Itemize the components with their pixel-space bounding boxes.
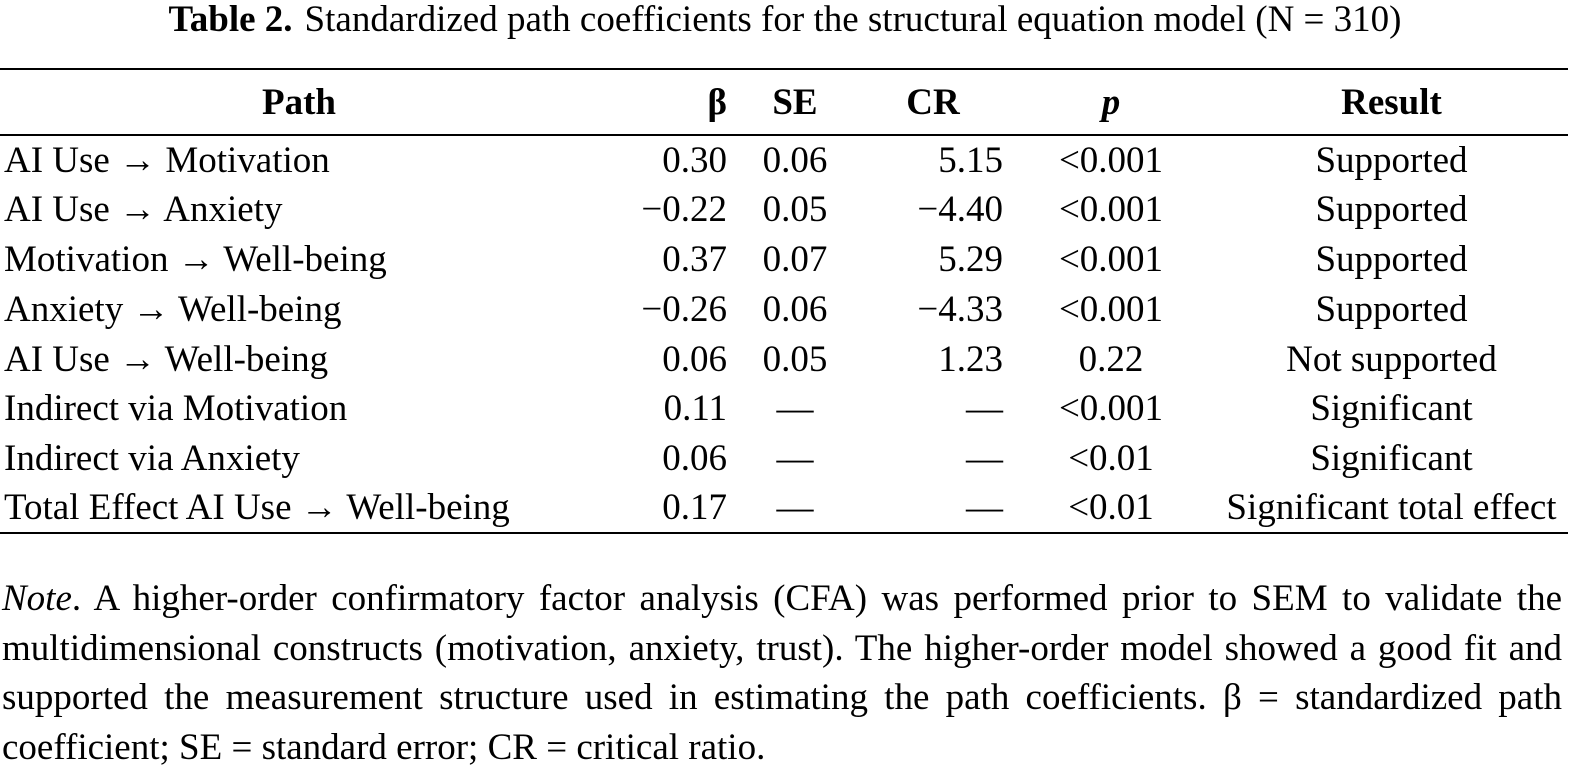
cell-p: <0.01 (1007, 483, 1215, 535)
cell-cr: — (859, 483, 1007, 535)
cell-cr: −4.40 (917, 189, 1003, 231)
cell-result: Supported (1315, 238, 1468, 280)
cell-beta: 0.30 (662, 139, 727, 181)
cell-p-value: 0.22 (1078, 338, 1144, 380)
table-row: Indirect via Motivation 0.11 — — <0.001 … (0, 384, 1568, 434)
cell-beta: −0.26 (641, 288, 727, 330)
cell-beta: −0.22 (641, 189, 727, 231)
cell-se: — (776, 388, 814, 430)
cell-path: AI Use → Anxiety (4, 189, 283, 231)
cell-cr: 5.29 (938, 238, 1003, 280)
cell-result: Supported (1315, 139, 1468, 181)
table-note: Note. A higher-order confirmatory factor… (2, 574, 1562, 772)
cell-se: — (776, 438, 814, 480)
cell-cr: — (966, 388, 1003, 430)
cell-result: Significant (1310, 438, 1473, 480)
note-label: Note (2, 578, 72, 619)
cell-cr: — (966, 438, 1003, 480)
cell-cr: 5.15 (938, 139, 1003, 181)
cell-p-value: <0.01 (1068, 487, 1154, 529)
cell-p-value: <0.001 (1058, 388, 1164, 430)
cell-p: <0.001 (1007, 235, 1215, 285)
cell-path: Total Effect AI Use → Well-being (0, 483, 598, 535)
cell-p-value: <0.001 (1058, 238, 1164, 280)
cell-p: <0.001 (1007, 135, 1215, 185)
cell-se: — (731, 483, 859, 535)
table-row: Total Effect AI Use → Well-being 0.17 — … (0, 483, 1568, 535)
cell-cr: 1.23 (938, 338, 1003, 380)
cell-se: 0.06 (762, 139, 828, 181)
table-row: Anxiety → Well-being −0.26 0.06 −4.33 <0… (0, 284, 1568, 334)
cell-path: Motivation → Well-being (4, 238, 387, 280)
table-row: AI Use → Motivation 0.30 0.06 5.15 <0.00… (0, 135, 1568, 185)
cell-se: 0.06 (762, 288, 828, 330)
cell-cr: −4.33 (917, 288, 1003, 330)
table-row: Motivation → Well-being 0.37 0.07 5.29 <… (0, 235, 1568, 285)
cell-p: <0.001 (1007, 185, 1215, 235)
cell-path: Anxiety → Well-being (4, 288, 342, 330)
header-cr: CR (859, 68, 1007, 136)
path-coefficients-table: Path β SE CR p Result AI Use → Motivatio… (0, 68, 1568, 535)
cell-se: 0.05 (762, 189, 828, 231)
cell-p-value: <0.001 (1058, 139, 1164, 181)
cell-p: <0.001 (1007, 384, 1215, 434)
table-row: Indirect via Anxiety 0.06 — — <0.01 Sign… (0, 434, 1568, 484)
table-row: AI Use → Well-being 0.06 0.05 1.23 0.22 … (0, 334, 1568, 384)
cell-beta: 0.06 (662, 338, 727, 380)
table-header-row: Path β SE CR p Result (0, 68, 1568, 136)
header-beta: β (598, 68, 731, 136)
header-result: Result (1215, 68, 1568, 136)
cell-result: Not supported (1286, 338, 1497, 380)
cell-p-value: <0.001 (1058, 189, 1164, 231)
cell-p-value: <0.01 (1068, 438, 1154, 480)
table-caption: Table 2. Standardized path coefficients f… (0, 0, 1570, 40)
cell-result: Significant total effect (1215, 483, 1568, 535)
cell-beta: 0.37 (662, 238, 727, 280)
cell-p: <0.01 (1007, 434, 1215, 484)
cell-p: <0.001 (1007, 284, 1215, 334)
cell-result: Supported (1315, 288, 1468, 330)
table-row: AI Use → Anxiety −0.22 0.05 −4.40 <0.001… (0, 185, 1568, 235)
note-text: . A higher-order confirmatory factor ana… (2, 578, 1562, 768)
cell-result: Significant (1310, 388, 1473, 430)
cell-beta: 0.06 (662, 438, 727, 480)
header-se: SE (731, 68, 859, 136)
cell-path: AI Use → Motivation (4, 139, 330, 181)
table-caption-text: Standardized path coefficients for the s… (304, 0, 1402, 40)
cell-beta: 0.17 (598, 483, 731, 535)
header-path: Path (0, 68, 598, 136)
cell-se: 0.05 (762, 338, 828, 380)
cell-p: 0.22 (1007, 334, 1215, 384)
cell-result: Supported (1315, 189, 1468, 231)
cell-path: AI Use → Well-being (4, 338, 329, 380)
table-caption-label: Table 2. (168, 0, 293, 40)
cell-p-value: <0.001 (1058, 288, 1164, 330)
header-p: p (1007, 68, 1215, 136)
cell-beta: 0.11 (663, 388, 727, 430)
cell-path: Indirect via Anxiety (4, 438, 300, 480)
cell-path: Indirect via Motivation (4, 388, 348, 430)
cell-se: 0.07 (762, 238, 828, 280)
